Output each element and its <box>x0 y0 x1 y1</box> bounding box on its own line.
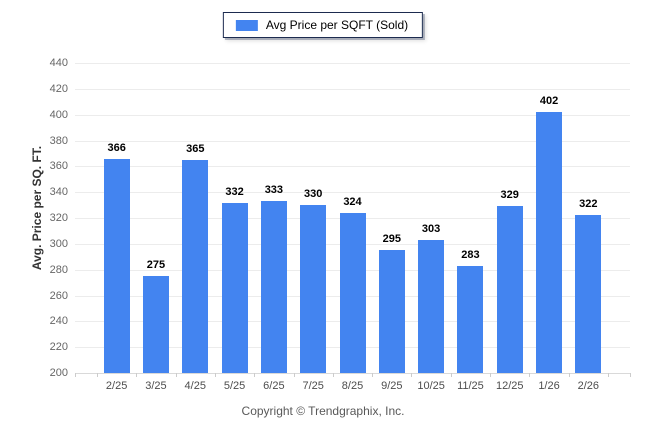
gridline <box>75 140 630 142</box>
bar <box>221 202 248 373</box>
legend-box: Avg Price per SQFT (Sold) <box>222 12 424 38</box>
x-axis-tick-mark <box>136 373 137 377</box>
bar <box>457 265 484 373</box>
bar-value-label: 303 <box>421 222 441 235</box>
gridline <box>75 192 630 194</box>
x-axis-tick-mark <box>254 373 255 377</box>
bar <box>378 250 405 373</box>
x-axis-tick-label: 10/25 <box>417 380 445 392</box>
y-axis-tick-label: 240 <box>49 315 68 328</box>
x-axis-tick-mark <box>176 373 177 377</box>
bar <box>103 158 130 373</box>
y-axis-tick-label: 280 <box>49 263 68 276</box>
y-axis-tick-label: 440 <box>49 57 68 69</box>
bar <box>300 205 327 373</box>
y-axis-tick-label: 320 <box>49 212 68 224</box>
gridline <box>75 114 630 116</box>
bar-value-label: 333 <box>264 184 284 197</box>
legend-color-swatch <box>235 19 258 31</box>
y-axis-tick-label: 420 <box>49 82 68 95</box>
legend-series-label: Avg Price per SQFT (Sold) <box>265 18 409 32</box>
bar <box>496 206 523 373</box>
x-axis-tick-label: 8/25 <box>341 380 364 392</box>
x-axis-tick-mark <box>490 373 491 377</box>
x-axis-tick-mark <box>333 373 334 377</box>
bar-value-label: 330 <box>304 188 323 201</box>
bar-value-label: 322 <box>579 198 598 211</box>
x-axis-tick-mark <box>529 373 530 377</box>
x-axis-tick-mark <box>451 373 452 377</box>
x-axis-tick-label: 4/25 <box>184 380 206 392</box>
x-axis-tick-label: 2/26 <box>577 380 600 392</box>
y-axis-tick-label: 380 <box>49 134 68 147</box>
bar <box>536 112 563 373</box>
y-axis-tick-label: 220 <box>49 341 68 354</box>
x-axis-tick-label: 6/25 <box>263 380 285 392</box>
x-axis-tick-label: 7/25 <box>302 380 324 392</box>
bar-value-label: 329 <box>500 189 519 202</box>
bar-value-label: 402 <box>539 95 559 108</box>
x-axis-tick-mark <box>608 373 609 377</box>
x-axis-tick-label: 11/25 <box>457 380 484 392</box>
x-axis-tick-mark <box>75 373 76 377</box>
bar-value-label: 283 <box>461 248 480 261</box>
y-axis-tick-label: 260 <box>49 289 68 302</box>
x-axis-tick-label: 5/25 <box>223 380 246 392</box>
y-axis-tick-label: 400 <box>49 108 68 121</box>
y-axis-tick-label: 340 <box>49 186 68 199</box>
x-axis-tick-mark <box>372 373 373 377</box>
bar-value-label: 365 <box>186 142 205 155</box>
bar-value-label: 295 <box>382 233 401 246</box>
y-axis-tick-label: 200 <box>49 367 68 379</box>
bar <box>418 239 445 373</box>
y-axis-tick-label: 360 <box>49 160 68 173</box>
x-axis-tick-mark <box>569 373 570 377</box>
x-axis-tick-label: 3/25 <box>145 380 167 392</box>
bar-value-label: 366 <box>107 141 126 154</box>
x-axis-tick-mark <box>411 373 412 377</box>
bar <box>575 215 602 373</box>
x-axis-tick-mark <box>215 373 216 377</box>
gridline <box>75 373 630 374</box>
x-axis-tick-mark <box>630 373 631 377</box>
bar <box>339 212 366 373</box>
gridline <box>75 88 630 90</box>
bar <box>142 276 169 373</box>
x-axis-tick-label: 2/25 <box>105 380 128 392</box>
bar-value-label: 332 <box>225 185 244 198</box>
x-axis-tick-mark <box>294 373 295 377</box>
x-axis-tick-label: 1/26 <box>538 380 560 392</box>
plot-area: 200 220 240 260 280 300 320 340 360 380 400 420 440 3… <box>50 57 631 392</box>
x-axis-tick-mark <box>97 373 98 377</box>
copyright-text: Copyright © Trendgraphix, Inc. <box>241 404 405 418</box>
gridline <box>75 166 630 168</box>
bar <box>182 159 209 373</box>
y-axis-tick-label: 300 <box>49 237 68 250</box>
bar-value-label: 324 <box>343 195 362 208</box>
bar <box>260 201 287 373</box>
bar-value-label: 275 <box>146 259 166 272</box>
gridline <box>75 63 630 64</box>
x-axis-tick-label: 9/25 <box>381 380 403 392</box>
x-axis-tick-label: 12/25 <box>495 380 524 392</box>
